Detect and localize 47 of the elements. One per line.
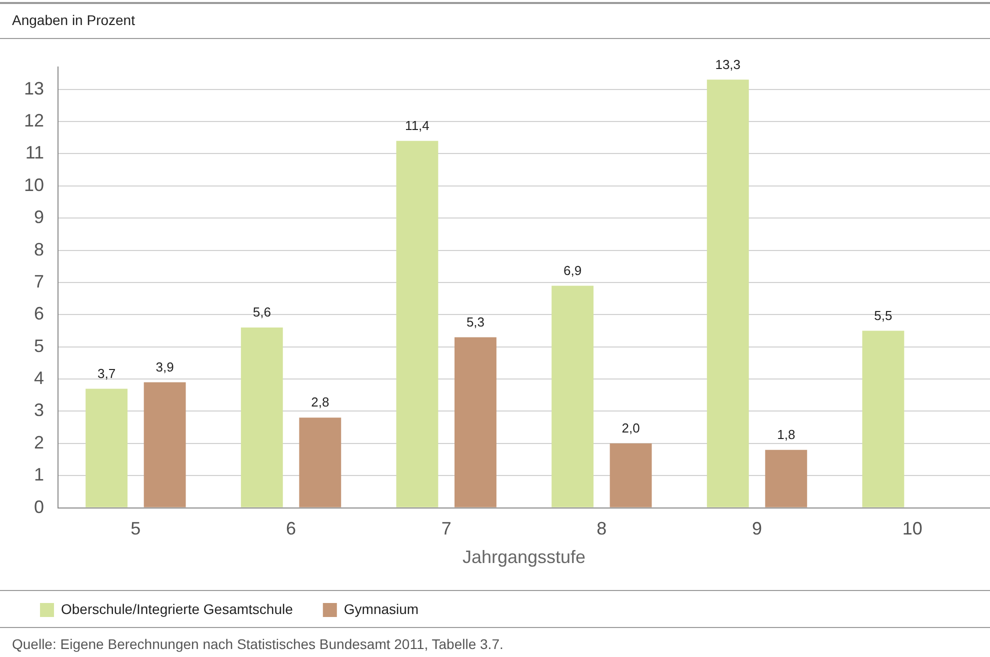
- y-tick-label: 4: [34, 368, 44, 388]
- bar: [765, 450, 808, 508]
- bar: [144, 382, 186, 508]
- bar: [240, 328, 283, 508]
- y-tick-label: 8: [34, 239, 44, 260]
- y-tick-label: 3: [34, 400, 44, 420]
- y-tick-label: 7: [34, 271, 44, 292]
- source-note: Quelle: Eigene Berechnungen nach Statistisches Bundesamt 2011, Tabelle 3.7.: [12, 636, 504, 652]
- bar: [610, 443, 652, 508]
- bar: [396, 140, 438, 508]
- data-label: 1,8: [777, 426, 796, 442]
- data-label: 3,9: [156, 359, 174, 374]
- x-tick-label: 8: [596, 518, 607, 539]
- x-tick-label: 6: [286, 518, 296, 539]
- data-label: 2,0: [622, 420, 640, 436]
- bar: [454, 337, 496, 508]
- x-axis-title: Jahrgangsstufe: [462, 547, 586, 568]
- y-tick-label: 11: [25, 142, 44, 163]
- data-label: 11,4: [405, 118, 430, 133]
- data-label: 3,7: [98, 366, 116, 381]
- y-tick-label: 9: [34, 207, 44, 228]
- bar: [86, 388, 128, 508]
- data-label: 13,3: [715, 56, 741, 72]
- bar: [299, 418, 342, 508]
- x-tick-label: 7: [441, 518, 452, 539]
- data-label: 2,8: [311, 394, 330, 410]
- y-tick-label: 5: [34, 336, 44, 356]
- bar: [552, 286, 594, 508]
- y-tick-label: 6: [34, 304, 44, 324]
- x-tick-label: 9: [752, 518, 762, 539]
- y-axis-title: Angaben in Prozent: [12, 12, 135, 28]
- data-label: 5,3: [466, 314, 485, 330]
- y-tick-label: 10: [24, 174, 44, 195]
- bar: [706, 80, 749, 508]
- bar: [862, 330, 904, 508]
- legend-label: Gymnasium: [344, 600, 419, 617]
- x-tick-label: 5: [130, 518, 141, 539]
- y-tick-label: 1: [34, 464, 44, 485]
- x-tick-label: 10: [902, 518, 922, 539]
- y-tick-label: 0: [34, 496, 44, 517]
- y-tick-label: 13: [24, 78, 44, 98]
- y-tick-label: 2: [34, 432, 44, 452]
- legend-label: Oberschule/Integrierte Gesamtschule: [61, 600, 294, 617]
- data-label: 5,5: [874, 308, 892, 323]
- data-label: 6,9: [564, 262, 582, 278]
- data-label: 5,6: [252, 304, 271, 320]
- y-tick-label: 12: [24, 110, 44, 130]
